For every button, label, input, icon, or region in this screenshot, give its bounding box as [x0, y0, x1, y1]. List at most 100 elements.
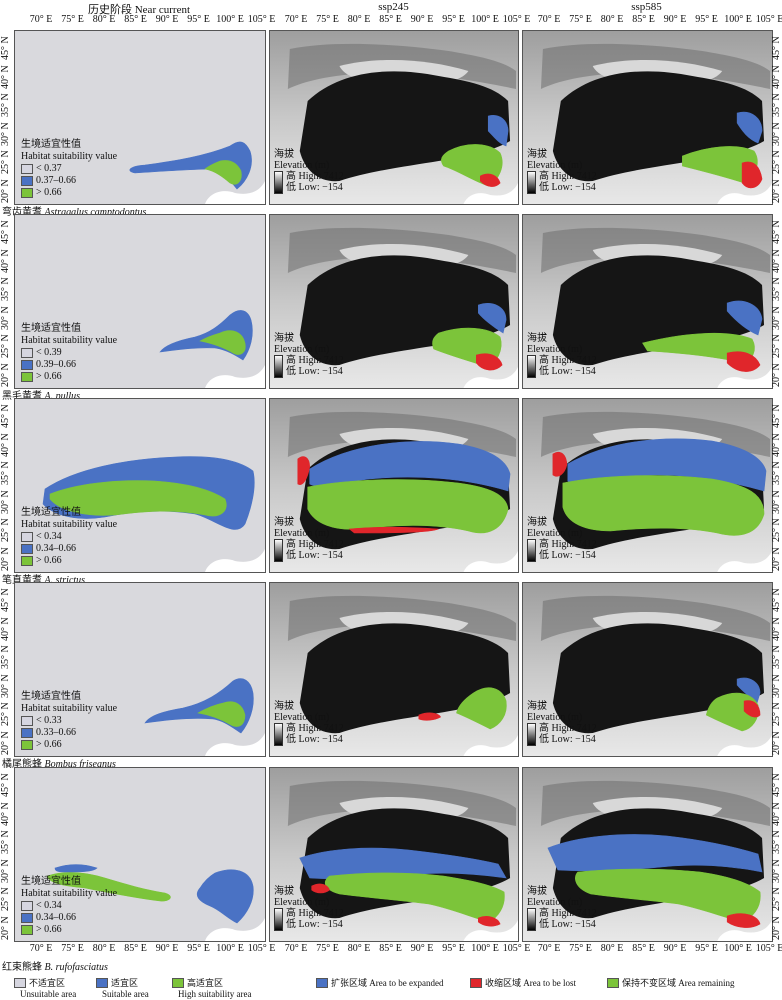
longitude-tick-label: 105° E	[247, 943, 276, 954]
bottom-legend-en: Area to be lost	[521, 978, 576, 988]
legend-swatch	[21, 901, 33, 911]
longitude-tick-label: 105° E	[247, 14, 276, 25]
legend-class-label: < 0.33	[36, 715, 62, 726]
habitat-suitability-legend: 生境适宜性值 Habitat suitability value < 0.34 0.3…	[21, 876, 117, 936]
bottom-legend-en: Area remaining	[676, 978, 735, 988]
elevation-title-en: Elevation (m)	[274, 160, 330, 171]
sea-area	[463, 920, 518, 941]
bottom-legend-swatch	[316, 978, 328, 988]
elevation-legend: 海拔 Elevation (m) 高 High: 7412 低 Low: −154	[527, 517, 597, 562]
latitude-tick-label: 45° N	[771, 220, 782, 244]
latitude-tick-label: 30° N	[771, 858, 782, 883]
range-area-lost	[480, 173, 501, 187]
legend-title-en: Habitat suitability value	[21, 703, 118, 714]
map-canvas	[523, 215, 772, 388]
bottom-legend-item: 扩张区域 Area to be expanded	[316, 978, 443, 989]
longitude-tick-label: 95° E	[442, 943, 465, 954]
longitude-tick-label: 90° E	[155, 943, 179, 954]
bottom-legend-item: 收缩区域 Area to be lost	[470, 978, 576, 989]
latitude-tick-label: 40° N	[771, 801, 782, 826]
longitude-axis: 70° E 75° E 80° E 85° E 90° E 95° E 100° E 105°…	[14, 14, 276, 28]
latitude-tick-label: 30° N	[0, 673, 11, 698]
elevation-legend: 海拔 Elevation (m) 高 High: 7412 低 Low: −154	[527, 701, 597, 746]
latitude-tick-label: 45° N	[0, 36, 11, 60]
longitude-tick-label: 85° E	[379, 14, 402, 25]
longitude-axis: 70° E 75° E 80° E 85° E 90° E 95° E 100° E 105°…	[522, 943, 782, 957]
latitude-axis-left: 45° N 40° N 35° N 30° N 25° N 20° N	[0, 214, 12, 387]
elevation-scale: 高 High: 7412 低 Low: −154	[527, 723, 597, 746]
legend-swatch	[21, 348, 33, 358]
legend-row: < 0.33	[21, 715, 117, 727]
legend-class-label: 0.34–0.66	[36, 543, 76, 554]
legend-title-cn: 生境适宜性值	[21, 507, 81, 518]
latitude-tick-label: 30° N	[0, 121, 11, 146]
sea-area	[205, 918, 265, 941]
longitude-tick-label: 100° E	[471, 943, 499, 954]
elevation-legend: 海拔 Elevation (m) 高 High: 7412 低 Low: −154	[274, 517, 344, 562]
longitude-tick-label: 70° E	[284, 943, 308, 954]
elevation-legend: 海拔 Elevation (m) 高 High: 7412 低 Low: −154	[274, 149, 344, 194]
elevation-low: 低 Low: −154	[539, 182, 596, 193]
longitude-tick-label: 80° E	[600, 14, 624, 25]
latitude-tick-label: 40° N	[0, 432, 11, 457]
latitude-tick-label: 25° N	[0, 150, 11, 174]
legend-row: > 0.66	[21, 924, 117, 936]
range-area-lost	[741, 161, 763, 189]
range-area-remaining	[642, 332, 755, 364]
sea-area	[717, 367, 772, 388]
legend-swatch	[21, 740, 33, 750]
longitude-tick-label: 80° E	[347, 943, 371, 954]
longitude-axis: 70° E 75° E 80° E 85° E 90° E 95° E 100° E 105°…	[522, 14, 782, 28]
latitude-tick-label: 35° N	[0, 830, 11, 854]
range-area-lost	[348, 526, 439, 534]
sea-area	[205, 365, 265, 388]
elevation-scale: 高 High: 7412 低 Low: −154	[274, 355, 344, 378]
elevation-title-cn: 海拔	[527, 517, 547, 528]
latitude-tick-label: 45° N	[771, 36, 782, 60]
elevation-high: 高 High: 7412	[286, 171, 344, 182]
elevation-low: 低 Low: −154	[286, 919, 343, 930]
legend-swatch	[21, 913, 33, 923]
longitude-tick-label: 70° E	[537, 943, 561, 954]
legend-class-label: 0.33–0.66	[36, 727, 76, 738]
latitude-tick-label: 35° N	[771, 830, 782, 854]
elevation-scale: 高 High: 7412 低 Low: −154	[527, 355, 597, 378]
latitude-tick-label: 45° N	[771, 588, 782, 612]
longitude-tick-label: 75° E	[316, 943, 339, 954]
latitude-tick-label: 20° N	[0, 546, 11, 571]
longitude-tick-label: 95° E	[695, 943, 718, 954]
legend-swatch	[21, 544, 33, 554]
latitude-axis-right: 45° N 40° N 35° N 30° N 25° N 20° N	[771, 767, 782, 940]
latitude-tick-label: 35° N	[0, 645, 11, 669]
elevation-title-en: Elevation (m)	[527, 897, 583, 908]
map-panel-ssp585: 海拔 Elevation (m) 高 High: 7412 低 Low: −154	[522, 398, 773, 573]
latitude-tick-label: 20° N	[0, 730, 11, 755]
legend-row: 0.34–0.66	[21, 912, 117, 924]
longitude-tick-label: 90° E	[663, 943, 687, 954]
sea-area	[717, 735, 772, 756]
latitude-tick-label: 30° N	[771, 305, 782, 330]
latitude-tick-label: 25° N	[0, 702, 11, 726]
longitude-tick-label: 80° E	[92, 943, 116, 954]
elevation-legend: 海拔 Elevation (m) 高 High: 7412 低 Low: −154	[274, 886, 344, 931]
latitude-tick-label: 45° N	[771, 404, 782, 428]
legend-row: > 0.66	[21, 555, 117, 567]
sea-area	[463, 367, 518, 388]
map-panel-ssp245: 海拔 Elevation (m) 高 High: 7412 低 Low: −154	[269, 30, 519, 205]
legend-class-label: 0.39–0.66	[36, 359, 76, 370]
latitude-tick-label: 25° N	[771, 334, 782, 358]
range-area-lost	[726, 351, 761, 372]
longitude-tick-label: 80° E	[347, 14, 371, 25]
map-canvas	[270, 215, 518, 388]
elevation-title-cn: 海拔	[274, 886, 294, 897]
latitude-tick-label: 40° N	[771, 432, 782, 457]
latitude-tick-label: 35° N	[0, 93, 11, 117]
legend-row: > 0.66	[21, 187, 117, 199]
elevation-gradient	[527, 539, 536, 562]
legend-title-cn: 生境适宜性值	[21, 876, 81, 887]
range-area-expanded	[726, 300, 763, 336]
range-area-lost	[478, 916, 501, 927]
legend-title-en: Habitat suitability value	[21, 519, 118, 530]
elevation-gradient	[527, 171, 536, 194]
longitude-tick-label: 70° E	[29, 14, 53, 25]
